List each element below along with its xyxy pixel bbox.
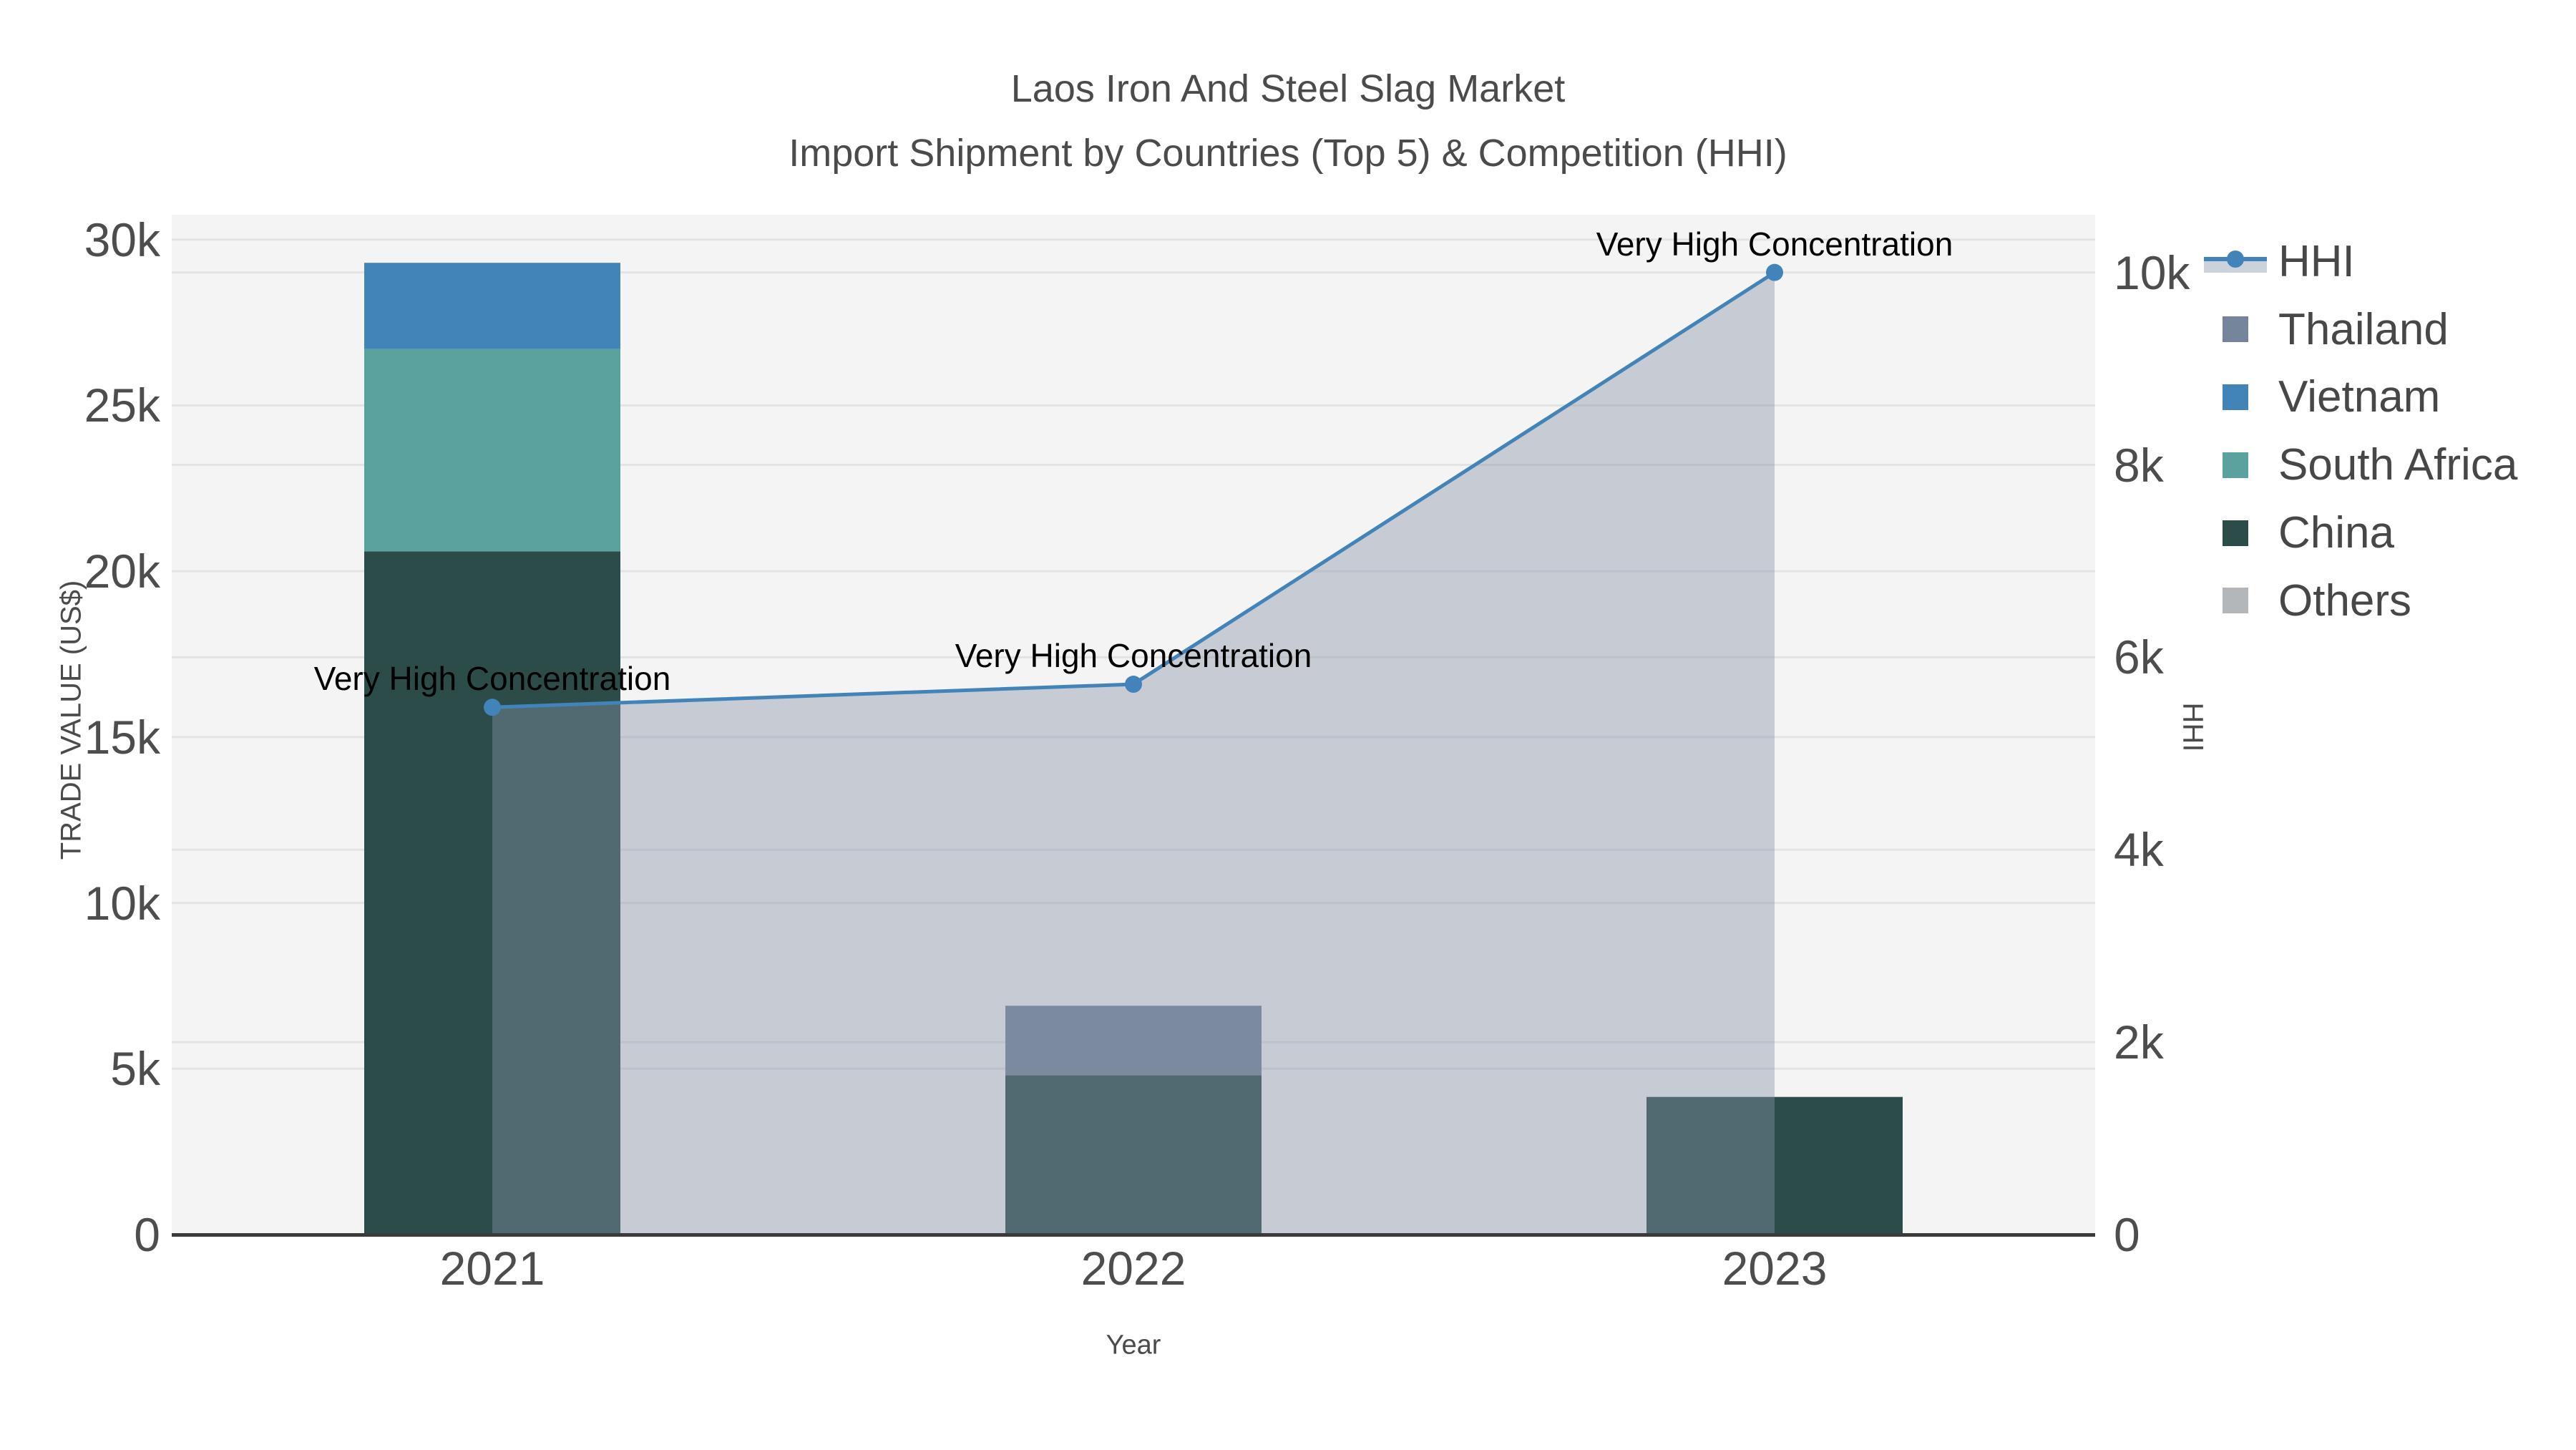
legend-label: Vietnam [2278,372,2441,422]
y-left-axis-title: TRADE VALUE (US$) [55,580,87,860]
x-axis-line [172,1233,2095,1237]
bar-segment-thailand-2022[interactable] [1005,1006,1262,1076]
x-tick-label: 2023 [1722,1242,1828,1295]
legend-item-vietnam[interactable]: Vietnam [2204,364,2517,432]
chart-title-line1: Laos Iron And Steel Slag Market [1010,67,1566,110]
bar-segment-china-2022[interactable] [1005,1075,1262,1235]
y-right-tick-label: 0 [2114,1208,2140,1261]
color-square [2223,452,2248,478]
bar-segment-vietnam-2021[interactable] [364,263,620,349]
y-right-tick-label: 2k [2114,1016,2164,1069]
legend-item-south-africa[interactable]: South Africa [2204,431,2517,499]
legend-item-hhi[interactable]: HHI [2204,228,2517,296]
hhi-point-2022[interactable] [1125,676,1142,694]
y-right-tick-label: 10k [2114,245,2190,299]
hhi-point-2023[interactable] [1766,263,1783,281]
vietnam-swatch-icon [2204,364,2267,432]
color-square [2223,316,2248,343]
legend-item-china[interactable]: China [2204,499,2517,567]
hhi-area-fill [492,272,1775,1235]
legend-item-others[interactable]: Others [2204,567,2517,635]
y-left-tick-label: 10k [84,876,160,930]
legend-label: Thailand [2278,304,2449,354]
hhi-marker-swatch [2227,250,2244,268]
annotation-very-high-concentration: Very High Concentration [313,660,671,698]
y-left-tick-label: 20k [84,545,160,598]
china-swatch-icon [2204,499,2267,567]
y-left-tick-label: 5k [110,1042,160,1096]
color-square [2223,588,2248,614]
y-left-tick-label: 0 [134,1208,160,1261]
legend-label: China [2278,508,2394,558]
color-square [2223,520,2248,546]
y-left-tick-label: 15k [84,710,160,764]
legend-label: South Africa [2278,440,2518,490]
hhi-point-2021[interactable] [484,699,501,716]
south-africa-swatch-icon [2204,431,2267,499]
bar-segment-china-2023[interactable] [1646,1096,1903,1235]
bar-segment-south-africa-2021[interactable] [364,349,620,552]
chart-title-line2: Import Shipment by Countries (Top 5) & C… [789,132,1787,175]
y-right-tick-label: 4k [2114,823,2164,877]
legend-label: Others [2278,575,2412,626]
y-right-tick-label: 6k [2114,631,2164,684]
annotation-very-high-concentration: Very High Concentration [955,637,1312,675]
x-tick-label: 2022 [1080,1242,1186,1295]
bar-segment-china-2021[interactable] [364,551,620,1235]
color-square [2223,384,2248,410]
y-left-tick-label: 30k [84,213,160,266]
hhi-line-swatch-icon [2204,228,2267,296]
y-left-tick-label: 25k [84,379,160,432]
x-tick-label: 2021 [439,1242,545,1295]
legend-label: HHI [2278,236,2355,286]
x-axis-title: Year [1106,1330,1161,1361]
y-right-tick-label: 8k [2114,438,2164,492]
others-swatch-icon [2204,567,2267,635]
thailand-swatch-icon [2204,296,2267,364]
legend: HHI Thailand Vietnam South Africa China [2204,228,2517,635]
annotation-very-high-concentration: Very High Concentration [1596,225,1953,263]
legend-item-thailand[interactable]: Thailand [2204,296,2517,364]
y-right-axis-title: HHI [2177,702,2209,752]
